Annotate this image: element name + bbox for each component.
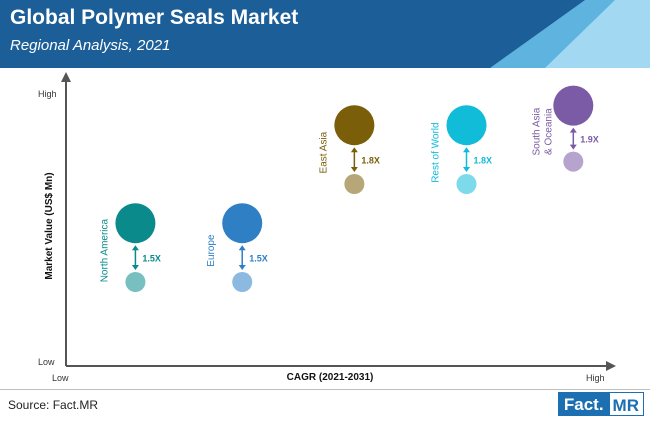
growth-arrow-head-up-europe — [238, 245, 246, 251]
multiplier-label-north-america: 1.5X — [142, 254, 161, 264]
x-tick-low: Low — [52, 373, 69, 383]
x-tick-high: High — [586, 373, 605, 383]
bubble-small-rest-of-world — [456, 174, 477, 194]
region-label-east-asia: East Asia — [318, 131, 329, 173]
growth-arrow-head-up-north-america — [131, 245, 139, 251]
source-note: Source: Fact.MR — [8, 398, 99, 412]
bubble-large-europe — [222, 203, 263, 244]
growth-arrow-head-up-south-asia-oceania — [569, 127, 577, 133]
multiplier-label-rest-of-world: 1.8X — [474, 156, 493, 166]
y-axis-title: Market Value (US$ Mn) — [44, 172, 55, 279]
region-label-south-asia-oceania: South Asia& Oceania — [531, 107, 554, 155]
chart-subtitle: Regional Analysis, 2021 — [10, 37, 171, 54]
header-banner: Global Polymer Seals Market Regional Ana… — [0, 0, 650, 68]
growth-arrow-head-down-south-asia-oceania — [569, 144, 577, 150]
footer-divider — [0, 389, 650, 390]
multiplier-label-south-asia-oceania: 1.9X — [580, 135, 599, 145]
bubble-small-east-asia — [344, 174, 365, 194]
bubble-chart: High Low Low High CAGR (2021-2031) Market Val… — [38, 72, 616, 383]
multiplier-label-europe: 1.5X — [249, 254, 268, 264]
logo-text-mr: MR — [608, 392, 644, 416]
region-label-rest-of-world: Rest of World — [431, 122, 442, 182]
chart-title: Global Polymer Seals Market — [10, 6, 299, 29]
bubble-large-rest-of-world — [446, 105, 487, 146]
logo-text-fact: Fact. — [557, 392, 609, 416]
growth-arrow-head-up-east-asia — [350, 147, 358, 153]
bubble-large-north-america — [115, 203, 156, 244]
growth-arrow-head-down-europe — [238, 265, 246, 270]
y-axis-arrow — [61, 72, 71, 82]
growth-arrow-head-down-north-america — [131, 265, 139, 270]
y-tick-low: Low — [38, 357, 55, 367]
x-axis-arrow — [606, 361, 616, 371]
header-accent-stripe-light — [545, 0, 650, 68]
region-label-north-america: North America — [99, 218, 110, 282]
bubble-large-east-asia — [334, 105, 375, 146]
bubble-small-south-asia-oceania — [563, 151, 584, 172]
x-axis-title: CAGR (2021-2031) — [287, 372, 374, 383]
factmr-logo: Fact. MR — [557, 392, 644, 416]
bubble-small-north-america — [125, 272, 146, 292]
bubble-large-south-asia-oceania — [553, 85, 594, 126]
multiplier-label-east-asia: 1.8X — [361, 156, 380, 166]
growth-arrow-head-up-rest-of-world — [463, 147, 470, 153]
growth-arrow-head-down-rest-of-world — [463, 167, 470, 172]
growth-arrow-head-down-east-asia — [350, 167, 358, 172]
y-tick-high: High — [38, 89, 57, 99]
header-background — [0, 0, 650, 68]
region-label-europe: Europe — [206, 234, 217, 267]
bubble-small-europe — [232, 272, 253, 292]
